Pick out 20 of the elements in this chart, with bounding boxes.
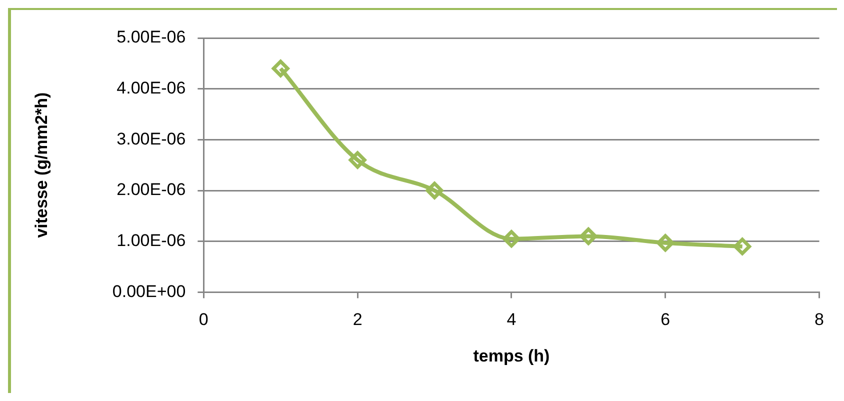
point [734,238,752,256]
y-tick-label: 0.00E+00 [112,282,186,301]
x-tick-label: 0 [198,310,208,330]
point [272,60,290,78]
point [348,151,366,169]
y-tick-label: 2.00E-06 [116,180,186,200]
x-tick-label: 6 [660,310,670,330]
x-tick-label: 8 [814,310,824,330]
point [580,228,598,246]
x-tick-label: 4 [506,310,516,330]
point [426,182,444,200]
y-tick-label: 5.00E-06 [116,28,186,47]
point [502,230,520,248]
point [656,234,674,252]
x-axis-title: temps (h) [473,346,550,366]
y-tick-label: 4.00E-06 [116,78,186,98]
y-tick-label: 3.00E-06 [116,129,186,148]
y-axis-title: vitesse (g/mm2*h) [32,92,51,238]
x-tick-label: 2 [352,310,362,330]
y-tick-label: 1.00E-06 [116,231,186,250]
